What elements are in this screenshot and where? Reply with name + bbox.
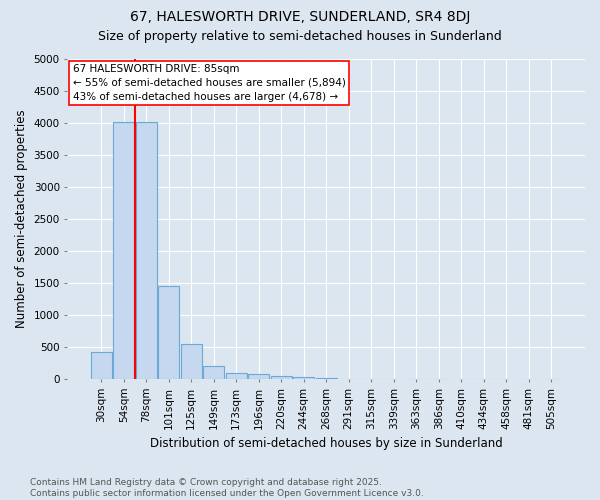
Y-axis label: Number of semi-detached properties: Number of semi-detached properties bbox=[15, 110, 28, 328]
Bar bbox=[316, 378, 337, 379]
Bar bbox=[158, 286, 179, 379]
X-axis label: Distribution of semi-detached houses by size in Sunderland: Distribution of semi-detached houses by … bbox=[150, 437, 503, 450]
Text: 67, HALESWORTH DRIVE, SUNDERLAND, SR4 8DJ: 67, HALESWORTH DRIVE, SUNDERLAND, SR4 8D… bbox=[130, 10, 470, 24]
Bar bbox=[136, 122, 157, 379]
Bar bbox=[91, 352, 112, 379]
Text: Contains HM Land Registry data © Crown copyright and database right 2025.
Contai: Contains HM Land Registry data © Crown c… bbox=[30, 478, 424, 498]
Bar bbox=[113, 122, 134, 379]
Bar bbox=[248, 374, 269, 379]
Text: 67 HALESWORTH DRIVE: 85sqm
← 55% of semi-detached houses are smaller (5,894)
43%: 67 HALESWORTH DRIVE: 85sqm ← 55% of semi… bbox=[73, 64, 346, 102]
Bar bbox=[293, 377, 314, 379]
Bar bbox=[181, 344, 202, 379]
Bar bbox=[226, 372, 247, 379]
Text: Size of property relative to semi-detached houses in Sunderland: Size of property relative to semi-detach… bbox=[98, 30, 502, 43]
Bar bbox=[203, 366, 224, 379]
Bar bbox=[271, 376, 292, 379]
